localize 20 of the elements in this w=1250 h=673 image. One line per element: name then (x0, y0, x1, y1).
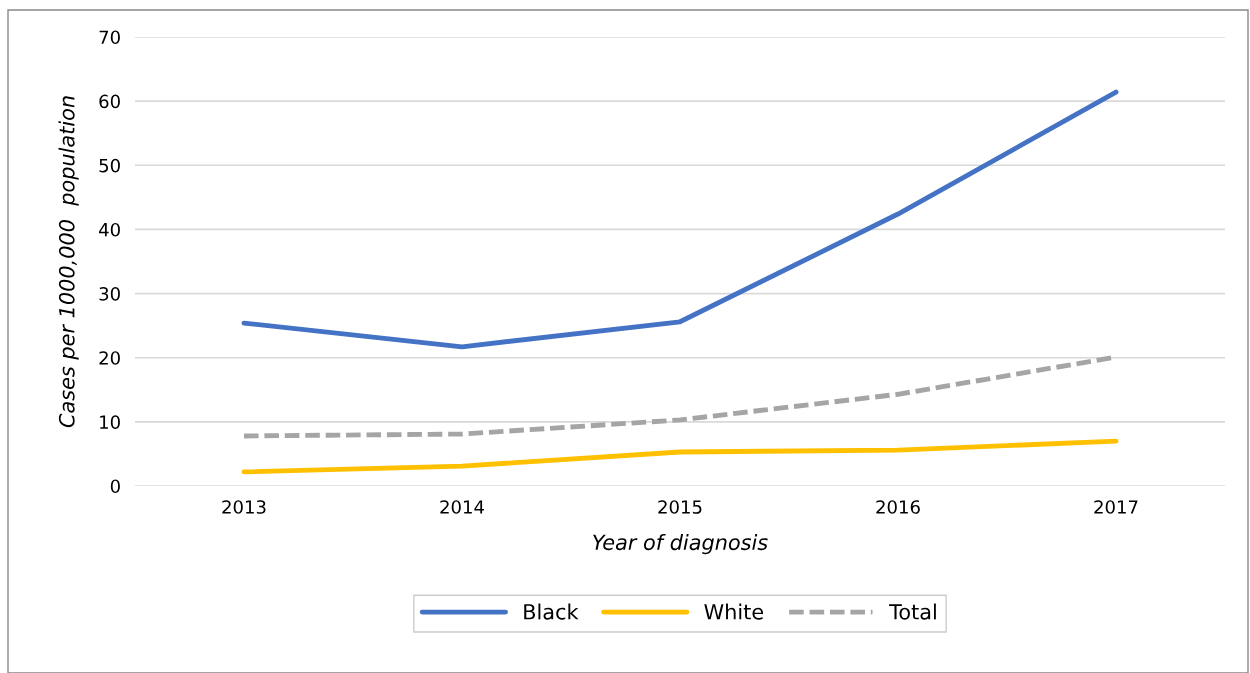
y-axis-title: Cases per 1000,000 population (58, 96, 79, 428)
legend-label: Total (889, 603, 936, 620)
x-axis-title: Year of diagnosis (593, 534, 768, 555)
x-tick-label: 2016 (876, 500, 920, 514)
x-tick-label: 2017 (1094, 500, 1138, 514)
y-tick-label: 60 (99, 94, 120, 109)
x-tick-label: 2014 (440, 500, 484, 514)
x-tick-label: 2013 (222, 500, 266, 514)
line-series (241, 438, 1119, 475)
y-tick-label: 20 (99, 351, 120, 365)
y-tick-label: 40 (99, 222, 120, 237)
y-tick-label: 30 (99, 287, 120, 301)
y-tick-label: 70 (99, 30, 120, 45)
y-tick-label: 50 (99, 158, 120, 173)
legend-label: Black (524, 603, 579, 620)
x-tick-label: 2015 (658, 500, 702, 514)
y-tick-label: 10 (100, 415, 120, 429)
legend-label: White (704, 603, 764, 620)
y-tick-label: 0 (110, 479, 120, 494)
line-series (241, 89, 1119, 350)
